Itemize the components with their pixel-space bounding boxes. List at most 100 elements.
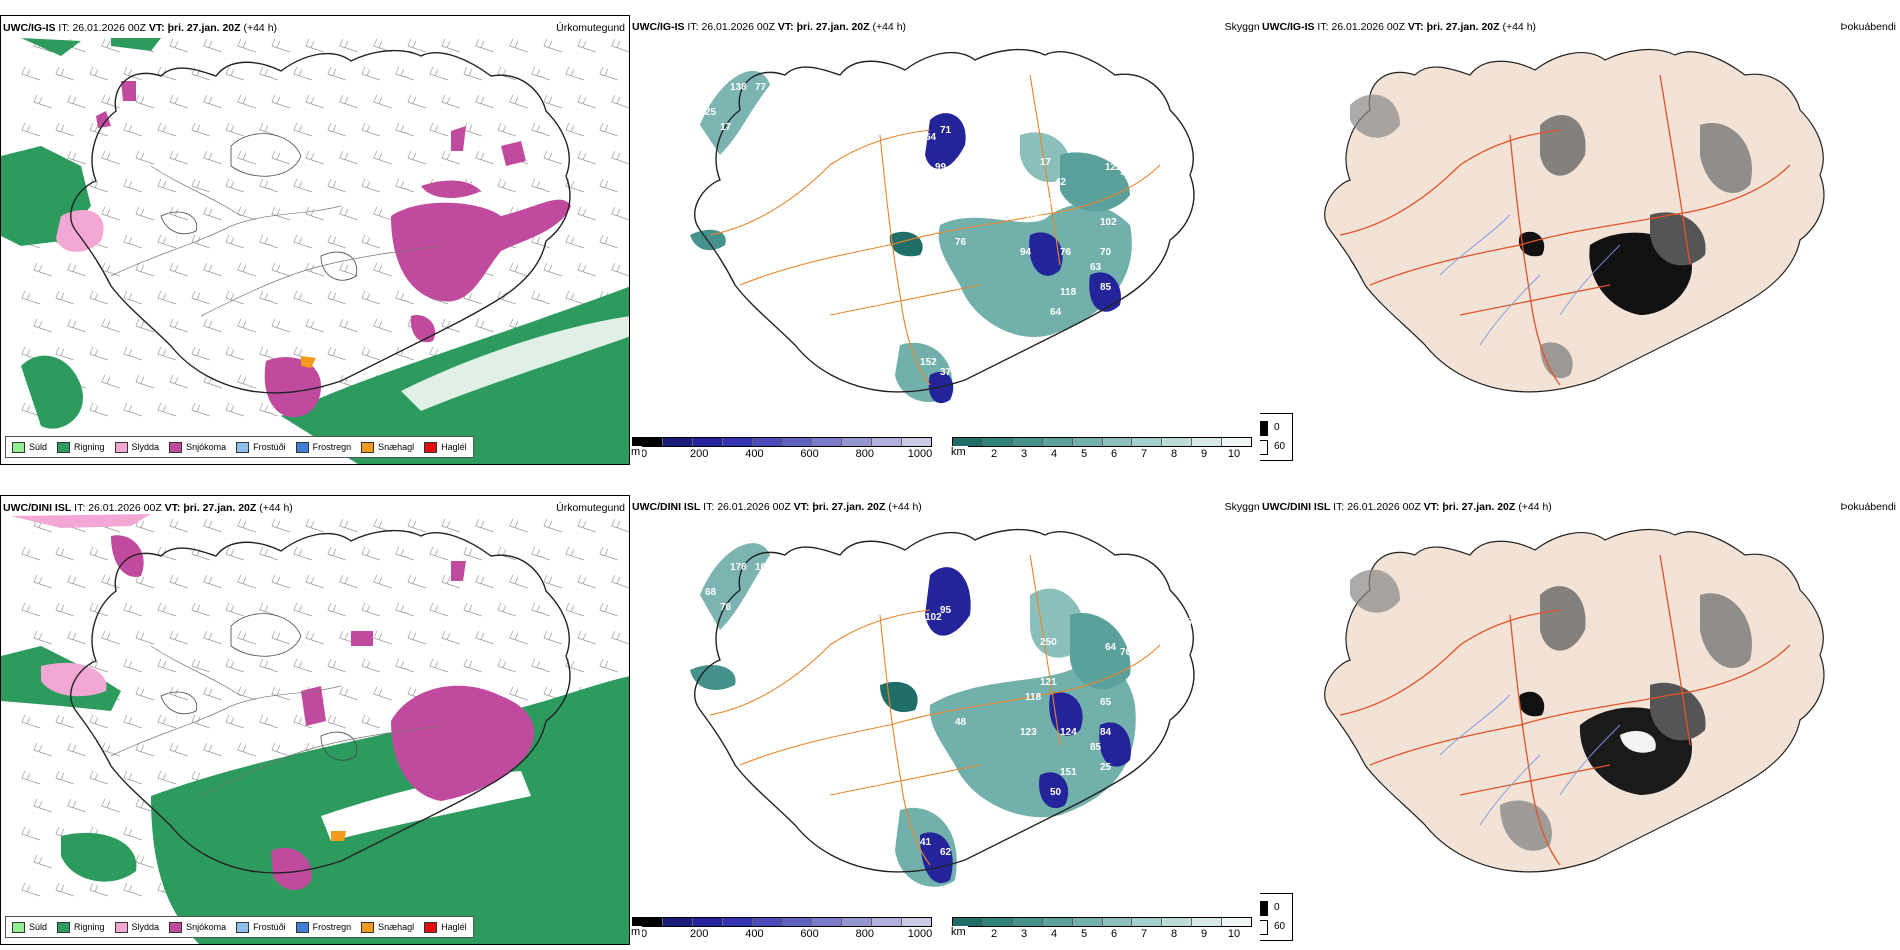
wind-barb — [327, 346, 346, 361]
colorbar-unit: km — [951, 446, 968, 458]
visibility-label: 42 — [1055, 177, 1067, 188]
wind-barb — [259, 402, 278, 417]
visibility-label: 65 — [1100, 697, 1112, 708]
colorbar-cell — [1012, 918, 1043, 926]
legend-label: Frostregn — [312, 922, 352, 932]
wind-barb — [33, 94, 52, 109]
wind-barb — [225, 290, 244, 305]
visibility-label: 180 — [1100, 127, 1117, 138]
precip-type-map-ig — [1, 38, 629, 464]
wind-barb — [135, 686, 154, 701]
wind-barb — [123, 602, 142, 617]
legend-item: Snjókoma — [169, 921, 226, 933]
wind-barb — [611, 630, 629, 645]
fog-map-dini — [1324, 529, 1825, 873]
ceiling-colorbar: 0 200 400 600 800 1000 m — [631, 917, 932, 945]
visibility-label: 73 — [705, 692, 717, 703]
colorbar-cell — [1012, 438, 1043, 446]
wind-barb — [89, 882, 108, 897]
wind-barb — [271, 206, 290, 221]
visibility-label: 77 — [755, 82, 767, 93]
wind-barb — [89, 402, 108, 417]
precip-legend: Súld Rigning Slydda Snjókoma Frostúði Frostre… — [5, 436, 474, 458]
wind-barb — [599, 658, 618, 673]
wind-barb — [169, 518, 188, 533]
colorbar-cell — [1162, 438, 1193, 446]
colorbar-cells — [632, 917, 932, 927]
visibility-label: 125 — [1175, 617, 1192, 628]
wind-barb — [395, 290, 414, 305]
visibility-label: 118 — [1115, 112, 1132, 123]
colorbar-cell — [1132, 438, 1163, 446]
visibility-label: 84 — [1100, 727, 1112, 738]
colorbar-cell — [872, 918, 903, 926]
visibility-label: 152 — [920, 357, 937, 368]
colorbar-cell — [953, 918, 983, 926]
fog-legend-swatch — [1260, 920, 1268, 935]
colorbar-tick-label: 9 — [1200, 928, 1208, 940]
wind-barb — [271, 518, 290, 533]
wind-barb — [101, 374, 120, 389]
wind-barb — [441, 150, 460, 165]
visibility-label: 62 — [940, 847, 952, 858]
visibility-label: 25 — [705, 107, 717, 118]
wind-barb — [611, 574, 629, 589]
wind-barb — [599, 122, 618, 137]
wind-barb — [497, 546, 516, 561]
wind-barb — [21, 402, 40, 417]
visibility-colorbar: 12345678910km — [951, 917, 1252, 945]
wind-barb — [531, 290, 550, 305]
colorbar-cell — [1102, 918, 1133, 926]
wind-barb — [101, 798, 120, 813]
wind-barb — [305, 518, 324, 533]
wind-barb — [509, 518, 528, 533]
colorbar-cell — [982, 918, 1013, 926]
wind-barb — [33, 742, 52, 757]
wind-barb — [157, 602, 176, 617]
wind-barb — [599, 602, 618, 617]
wind-barb — [67, 150, 86, 165]
wind-barb — [361, 658, 380, 673]
wind-barb — [339, 94, 358, 109]
legend-label: Snjókoma — [186, 442, 227, 452]
wind-barb — [339, 150, 358, 165]
panel-header: UWC/DINI ISL IT: 26.01.2026 00Z VT: þri.… — [632, 501, 922, 513]
wind-barb — [67, 574, 86, 589]
fog-legend-swatch — [1260, 421, 1268, 436]
wind-barb — [475, 318, 494, 333]
wind-barb — [373, 94, 392, 109]
wind-barb — [463, 122, 482, 137]
wind-barb — [33, 574, 52, 589]
wind-barb — [293, 658, 312, 673]
wind-barb — [395, 546, 414, 561]
legend-swatch — [57, 921, 71, 933]
wind-barb — [407, 94, 426, 109]
wind-barb — [305, 630, 324, 645]
wind-barb — [89, 714, 108, 729]
wind-barb — [101, 206, 120, 221]
colorbar-tick-label: 7 — [1140, 448, 1148, 460]
iceland-coastline — [694, 528, 1195, 873]
fog-legend-label: 60 — [1274, 921, 1286, 932]
legend-item: Frostregn — [295, 441, 351, 453]
wind-barb — [191, 602, 210, 617]
legend-label: Súld — [29, 442, 48, 452]
wind-barb — [191, 402, 210, 417]
road-network — [1339, 74, 1791, 386]
wind-barb — [135, 318, 154, 333]
wind-barb — [305, 574, 324, 589]
legend-swatch — [169, 441, 183, 453]
wind-barb — [101, 38, 120, 53]
visibility-label: 76 — [720, 602, 732, 613]
wind-barb — [237, 38, 256, 53]
wind-barb — [157, 178, 176, 193]
legend-item: Slydda — [114, 441, 159, 453]
wind-barb — [339, 318, 358, 333]
wind-barb — [55, 602, 74, 617]
wind-barb — [293, 66, 312, 81]
wind-barb — [565, 122, 584, 137]
wind-barb — [475, 94, 494, 109]
wind-barb — [327, 178, 346, 193]
wind-barb — [225, 346, 244, 361]
legend-label: Haglél — [441, 922, 467, 932]
